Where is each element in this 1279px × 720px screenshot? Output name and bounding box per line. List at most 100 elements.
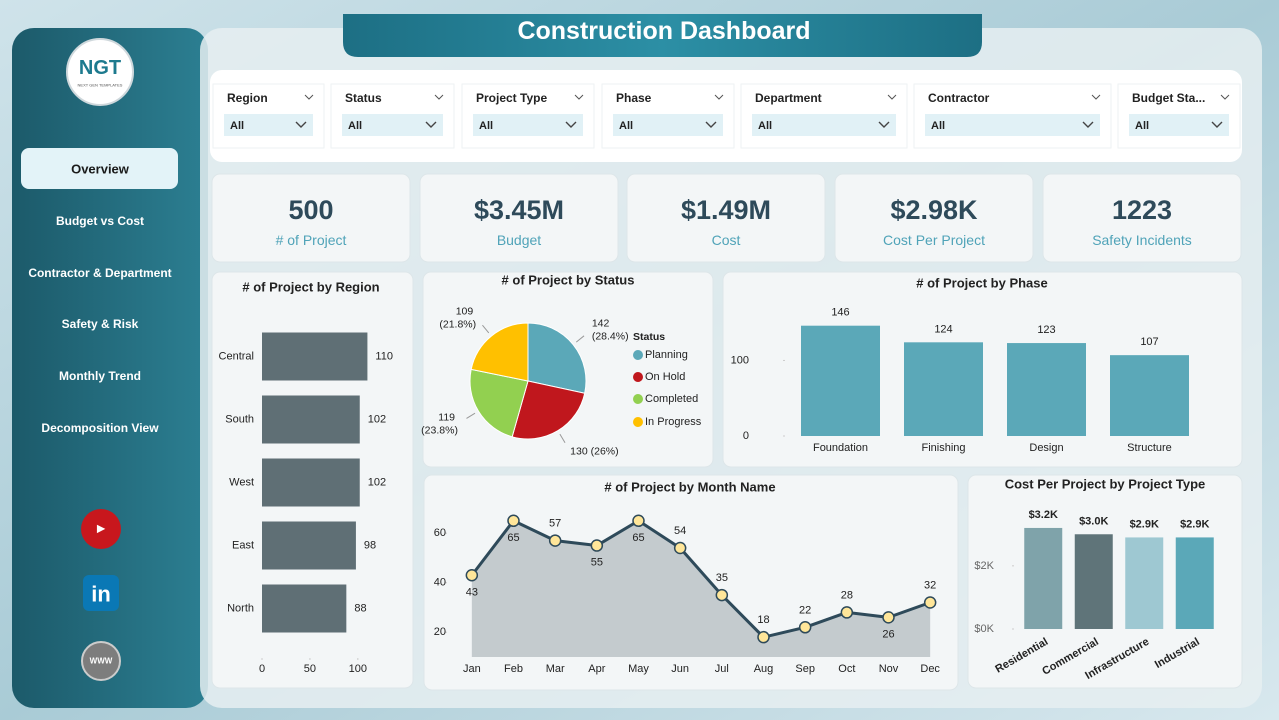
- filter-value: All: [931, 120, 945, 132]
- data-label: $3.2K: [1029, 509, 1058, 521]
- x-tick-label: 50: [304, 663, 316, 675]
- filter-label: Contractor: [928, 91, 990, 105]
- data-label: 142 (28.4%): [592, 318, 629, 343]
- chart-title: # of Project by Month Name: [604, 480, 775, 495]
- data-label: 102: [368, 414, 386, 426]
- youtube-icon[interactable]: [81, 509, 121, 549]
- kpi-card: [211, 173, 411, 263]
- chart-title: # of Project by Phase: [916, 276, 1048, 291]
- legend-marker: [633, 372, 643, 382]
- marker: [923, 596, 937, 609]
- nav-item[interactable]: Budget vs Cost: [56, 214, 144, 228]
- marker: [548, 534, 562, 547]
- x-tick-label: Aug: [754, 663, 774, 675]
- logo: [66, 38, 134, 106]
- page-title: Construction Dashboard: [517, 17, 810, 45]
- nav-item[interactable]: Overview: [71, 162, 130, 177]
- pie-slice: [527, 322, 587, 394]
- filter-value: All: [1135, 120, 1149, 132]
- filter-label: Status: [345, 91, 382, 105]
- pie-slice: [511, 380, 586, 440]
- bar: [262, 584, 347, 633]
- data-label: 109 (21.8%): [439, 305, 476, 330]
- filter-dropdown[interactable]: [1129, 114, 1229, 136]
- filter-label: Budget Sta...: [1132, 91, 1205, 105]
- data-label: 124: [934, 323, 952, 335]
- nav-item[interactable]: Decomposition View: [41, 421, 159, 435]
- bar: [1125, 537, 1164, 629]
- dropdown-chevron: [565, 121, 577, 128]
- filter-dropdown[interactable]: [925, 114, 1100, 136]
- dropdown-chevron: [1082, 121, 1094, 128]
- data-label: 107: [1140, 336, 1158, 348]
- data-label: $2.9K: [1180, 518, 1209, 530]
- data-label: 123: [1037, 324, 1055, 336]
- y-tick-label: Central: [219, 351, 254, 363]
- filter-value: All: [348, 120, 362, 132]
- y-tick-label: North: [227, 603, 254, 615]
- data-label: $2.9K: [1130, 518, 1159, 530]
- kpi-label: Safety Incidents: [1092, 232, 1192, 248]
- marker: [465, 569, 479, 582]
- x-tick-label: 100: [349, 663, 367, 675]
- legend-label: Planning: [645, 349, 688, 361]
- data-label: 55: [591, 557, 603, 569]
- x-tick-label: Oct: [838, 663, 855, 675]
- bar: [262, 521, 356, 570]
- leader-line: [466, 412, 476, 419]
- dropdown-chevron: [705, 121, 717, 128]
- x-tick-label: Nov: [879, 663, 899, 675]
- data-label: 65: [632, 532, 644, 544]
- x-tick-label: Sep: [795, 663, 815, 675]
- filter-dropdown[interactable]: [224, 114, 313, 136]
- kpi-label: Cost Per Project: [883, 232, 985, 248]
- chart-title: # of Project by Region: [242, 280, 379, 295]
- bar: [1007, 343, 1086, 436]
- data-label: 26: [882, 628, 894, 640]
- nav-item[interactable]: Safety & Risk: [62, 317, 139, 331]
- leader-line: [482, 324, 490, 334]
- legend-label: In Progress: [645, 416, 702, 428]
- filter-dropdown[interactable]: [473, 114, 583, 136]
- marker: [882, 611, 895, 624]
- linkedin-glyph: in: [91, 582, 111, 607]
- nav-item[interactable]: Contractor & Department: [28, 266, 171, 280]
- filter-chevron: [714, 94, 724, 100]
- x-tick-label: May: [628, 663, 649, 675]
- x-tick-label: Mar: [546, 663, 565, 675]
- x-tick-label: Jan: [463, 663, 481, 675]
- filter-value: All: [758, 120, 772, 132]
- linkedin-icon[interactable]: [83, 575, 119, 611]
- bar: [1110, 355, 1189, 436]
- filter-value: All: [619, 120, 633, 132]
- web-icon[interactable]: [81, 641, 121, 681]
- nav-item[interactable]: Monthly Trend: [59, 369, 141, 383]
- nav-active[interactable]: [21, 148, 178, 189]
- filter-chevron: [304, 94, 314, 100]
- x-tick-label: Structure: [1127, 442, 1172, 454]
- leader-line: [575, 335, 585, 343]
- data-label: 88: [354, 603, 366, 615]
- kpi-card: [626, 173, 826, 263]
- line: [470, 519, 931, 639]
- kpi-label: Cost: [712, 232, 741, 248]
- legend-label: Completed: [645, 393, 698, 405]
- y-tick-label: 40: [434, 577, 446, 589]
- x-tick-label: Jul: [715, 663, 729, 675]
- kpi-value: 500: [288, 195, 333, 225]
- filter-label: Region: [227, 91, 268, 105]
- marker: [715, 588, 729, 602]
- y-tick-label: South: [225, 414, 254, 426]
- filter-value: All: [479, 120, 493, 132]
- area: [471, 520, 931, 657]
- filter-dropdown[interactable]: [613, 114, 723, 136]
- bar: [904, 342, 983, 436]
- marker: [590, 539, 604, 552]
- filter-dropdown[interactable]: [752, 114, 896, 136]
- data-label: 18: [757, 614, 769, 626]
- kpi-value: $1.49M: [681, 195, 771, 225]
- legend-marker: [633, 394, 643, 404]
- sidebar: [12, 28, 208, 708]
- pie-slice: [469, 368, 529, 438]
- filter-dropdown[interactable]: [342, 114, 443, 136]
